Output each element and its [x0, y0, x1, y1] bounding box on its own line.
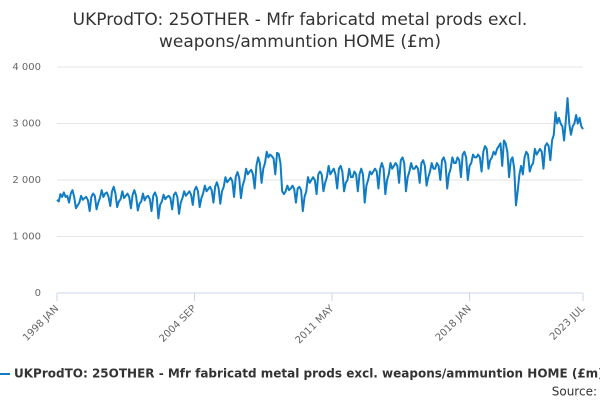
- legend-label: UKProdTO: 25OTHER - Mfr fabricatd metal …: [14, 367, 600, 381]
- line: [56, 97, 584, 220]
- chart-title: UKProdTO: 25OTHER - Mfr fabricatd metal …: [73, 10, 528, 30]
- x-tick-label: 2018 JAN: [434, 303, 474, 343]
- x-tick-label: 2004 SEP: [158, 303, 199, 344]
- x-tick-label: 2023 JUL: [548, 303, 588, 343]
- source: Source:: [552, 385, 597, 399]
- y-tick-label: 2 000: [12, 175, 41, 186]
- y-tick-label: 4 000: [12, 62, 41, 73]
- x-tick-label: 2011 MAY: [294, 303, 337, 346]
- y-tick-label: 3 000: [12, 119, 41, 130]
- chart-title: weapons/ammuntion HOME (£m): [159, 32, 441, 52]
- x-tick-label: 1998 JAN: [21, 303, 61, 343]
- y-tick-label: 1 000: [12, 232, 41, 243]
- y-tick-label: 0: [35, 288, 41, 299]
